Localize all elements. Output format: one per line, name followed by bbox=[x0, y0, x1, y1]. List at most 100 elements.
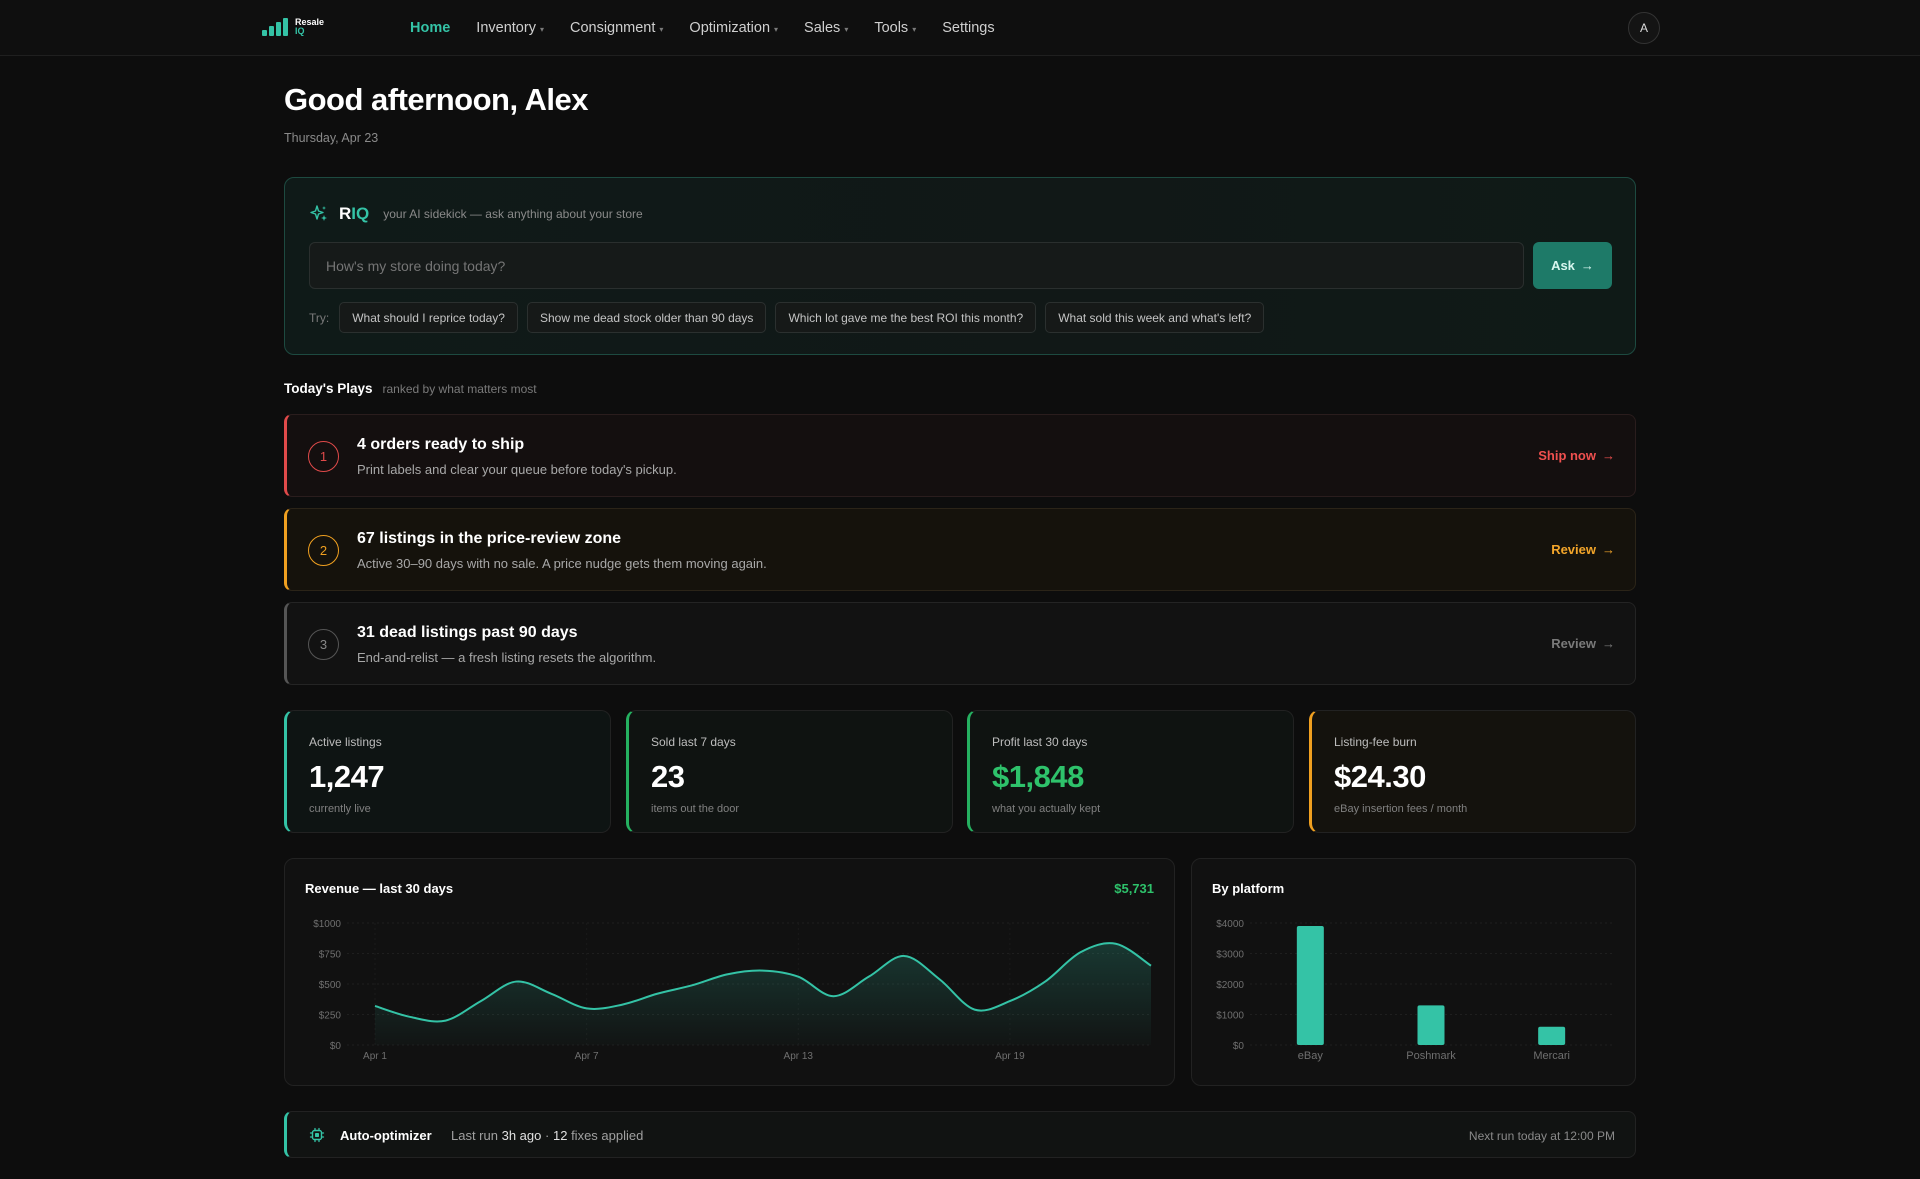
platform-chart-title: By platform bbox=[1212, 881, 1285, 896]
platform-bar bbox=[1538, 1026, 1566, 1045]
nav-item-settings[interactable]: Settings bbox=[942, 20, 994, 36]
plays-subtitle: ranked by what matters most bbox=[382, 382, 537, 396]
top-nav: Resale IQ Home Inventory ▾ Consignment ▾… bbox=[0, 0, 1920, 56]
next-run-time: Next run today at 12:00 PM bbox=[1468, 1129, 1615, 1143]
review-button[interactable]: Review → bbox=[1551, 542, 1615, 557]
nav-item-sales[interactable]: Sales ▾ bbox=[804, 20, 848, 36]
kpi-active-listings[interactable]: Active listings 1,247 currently live bbox=[284, 710, 611, 833]
current-date: Thursday, Apr 23 bbox=[284, 131, 379, 145]
nav-item-label: Tools bbox=[874, 20, 909, 36]
sparkle-icon bbox=[310, 205, 327, 221]
riq-assistant-panel: RIQ your AI sidekick — ask anything abou… bbox=[284, 177, 1636, 355]
nav-item-label: Consignment bbox=[569, 20, 656, 36]
auto-optimizer-name: Auto-optimizer bbox=[340, 1128, 432, 1143]
nav-item-home[interactable]: Home bbox=[410, 20, 450, 36]
platform-chart: $4000 $3000 $2000 $1000 $0 eBay Poshmark Mercar… bbox=[1216, 919, 1612, 1062]
y-tick-label: $1000 bbox=[1216, 1011, 1244, 1022]
platform-bar bbox=[1296, 926, 1324, 1045]
y-tick-label: $3000 bbox=[1216, 950, 1244, 961]
nav-item-consignment[interactable]: Consignment ▾ bbox=[570, 20, 663, 36]
revenue-area-fill bbox=[375, 943, 1151, 1045]
page-title: Good afternoon, Alex bbox=[284, 82, 589, 117]
kpi-subtext: currently live bbox=[309, 803, 371, 815]
nav-item-tools[interactable]: Tools ▾ bbox=[874, 20, 916, 36]
chevron-down-icon: ▾ bbox=[659, 25, 664, 34]
y-tick-label: $750 bbox=[319, 950, 342, 961]
play-rank-badge: 2 bbox=[308, 535, 339, 566]
auto-optimizer-bar[interactable]: Auto-optimizer Last run 3h ago · 12 fixe… bbox=[284, 1111, 1636, 1158]
arrow-right-icon: → bbox=[1580, 258, 1594, 273]
ask-button[interactable]: Ask → bbox=[1533, 242, 1612, 289]
riq-question-input[interactable] bbox=[309, 242, 1524, 289]
kpi-value: $1,848 bbox=[992, 759, 1084, 794]
kpi-sold-last-7-days[interactable]: Sold last 7 days 23 items out the door bbox=[626, 710, 953, 833]
fixes-count: 12 bbox=[552, 1128, 568, 1143]
chevron-down-icon: ▾ bbox=[912, 25, 917, 34]
avatar[interactable]: A bbox=[1628, 12, 1660, 44]
riq-brand-r: R bbox=[339, 204, 352, 223]
play-action-label: Review bbox=[1551, 542, 1596, 557]
y-tick-label: $500 bbox=[319, 980, 342, 991]
play-action-label: Ship now bbox=[1538, 448, 1596, 463]
play-card-ship-orders: 1 4 orders ready to ship Print labels an… bbox=[284, 414, 1636, 497]
play-rank-badge: 3 bbox=[308, 629, 339, 660]
nav-item-label: Sales bbox=[804, 20, 841, 36]
arrow-right-icon: → bbox=[1602, 542, 1615, 557]
nav-item-label: Settings bbox=[942, 20, 995, 36]
kpi-listing-fee-burn[interactable]: Listing-fee burn $24.30 eBay insertion f… bbox=[1309, 710, 1636, 833]
nav-item-inventory[interactable]: Inventory ▾ bbox=[476, 20, 544, 36]
kpi-value: 1,247 bbox=[309, 759, 385, 794]
x-tick-label: Apr 7 bbox=[575, 1051, 599, 1062]
last-run-value: 3h ago bbox=[501, 1128, 542, 1143]
separator: · bbox=[545, 1128, 550, 1143]
plays-title: Today's Plays bbox=[284, 381, 373, 396]
y-tick-label: $0 bbox=[330, 1041, 342, 1052]
fixes-suffix: fixes applied bbox=[571, 1128, 644, 1143]
y-tick-label: $250 bbox=[319, 1011, 342, 1022]
kpi-profit-last-30-days[interactable]: Profit last 30 days $1,848 what you actu… bbox=[967, 710, 1294, 833]
revenue-total: $5,731 bbox=[1114, 881, 1154, 896]
kpi-label: Profit last 30 days bbox=[992, 735, 1088, 749]
suggestion-chip[interactable]: Which lot gave me the best ROI this mont… bbox=[775, 302, 1037, 333]
revenue-chart-panel: $1000 $750 $500 $250 $0 Apr 1 Apr 7 Apr 13 Apr 1… bbox=[284, 858, 1175, 1086]
kpi-subtext: what you actually kept bbox=[992, 803, 1101, 815]
play-card-dead-listings: 3 31 dead listings past 90 days End-and-… bbox=[284, 602, 1636, 685]
auto-optimizer-status: Last run 3h ago · 12 fixes applied bbox=[451, 1128, 643, 1143]
x-tick-label: Mercari bbox=[1533, 1050, 1570, 1062]
play-description: Active 30–90 days with no sale. A price … bbox=[357, 556, 767, 571]
kpi-subtext: eBay insertion fees / month bbox=[1334, 803, 1468, 815]
nav-item-label: Inventory bbox=[476, 20, 536, 36]
riq-tagline: your AI sidekick — ask anything about yo… bbox=[383, 207, 643, 221]
arrow-right-icon: → bbox=[1602, 636, 1615, 651]
kpi-subtext: items out the door bbox=[651, 803, 740, 815]
kpi-value: 23 bbox=[651, 759, 685, 794]
y-tick-label: $1000 bbox=[313, 919, 341, 930]
gear-chip-icon bbox=[309, 1127, 325, 1143]
ship-now-button[interactable]: Ship now → bbox=[1538, 448, 1615, 463]
logo[interactable]: Resale IQ bbox=[262, 16, 324, 36]
review-button[interactable]: Review → bbox=[1551, 636, 1615, 651]
chevron-down-icon: ▾ bbox=[774, 25, 779, 34]
chevron-down-icon: ▾ bbox=[539, 25, 544, 34]
suggestion-chip[interactable]: Show me dead stock older than 90 days bbox=[526, 302, 767, 333]
platform-chart-panel: $4000 $3000 $2000 $1000 $0 eBay Poshmark Mercar… bbox=[1191, 858, 1636, 1086]
main-nav: Home Inventory ▾ Consignment ▾ Optimizat… bbox=[410, 0, 1021, 56]
x-tick-label: Apr 1 bbox=[363, 1051, 387, 1062]
nav-item-label: Optimization bbox=[689, 20, 771, 36]
chevron-down-icon: ▾ bbox=[844, 25, 849, 34]
platform-bar bbox=[1417, 1005, 1445, 1045]
kpi-label: Sold last 7 days bbox=[651, 735, 736, 749]
kpi-label: Listing-fee burn bbox=[1334, 735, 1417, 749]
arrow-right-icon: → bbox=[1602, 448, 1615, 463]
suggestion-chip[interactable]: What should I reprice today? bbox=[339, 302, 518, 333]
play-title: 4 orders ready to ship bbox=[357, 436, 525, 453]
revenue-chart-title: Revenue — last 30 days bbox=[305, 881, 454, 896]
y-tick-label: $4000 bbox=[1216, 919, 1244, 930]
nav-item-label: Home bbox=[410, 20, 451, 36]
play-action-label: Review bbox=[1551, 636, 1596, 651]
play-rank-badge: 1 bbox=[308, 441, 339, 472]
last-run-prefix: Last run bbox=[451, 1128, 498, 1143]
suggestion-chip[interactable]: What sold this week and what's left? bbox=[1045, 302, 1265, 333]
play-title: 67 listings in the price-review zone bbox=[357, 530, 622, 547]
nav-item-optimization[interactable]: Optimization ▾ bbox=[689, 20, 778, 36]
